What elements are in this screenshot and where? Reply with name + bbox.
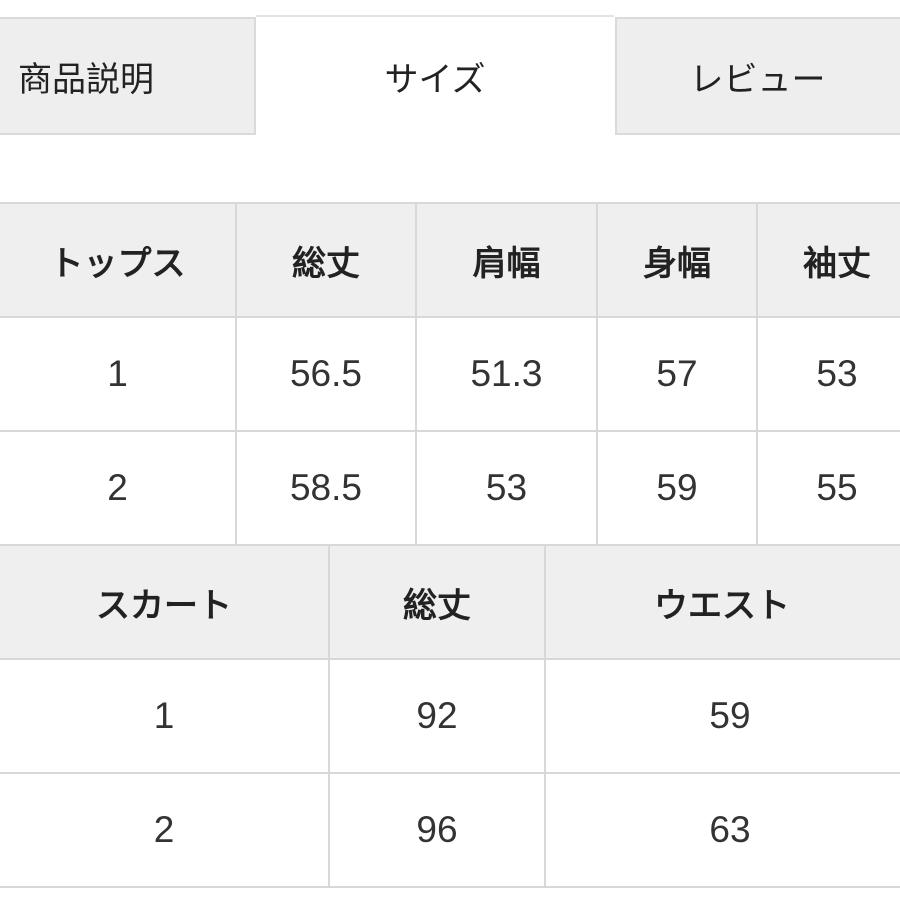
- table-cell: 55: [758, 432, 900, 546]
- tab-size[interactable]: サイズ: [256, 15, 614, 135]
- tab-review[interactable]: レビュー: [615, 17, 900, 135]
- table-cell: 59: [546, 660, 900, 774]
- table-cell: 56.5: [237, 318, 417, 432]
- header-cell: 総丈: [330, 546, 546, 660]
- table-cell: 2: [0, 774, 330, 888]
- header-cell: ウエスト: [546, 546, 900, 660]
- header-cell: スカート: [0, 546, 330, 660]
- table-cell: 58.5: [237, 432, 417, 546]
- header-cell: トップス: [0, 204, 237, 318]
- table-cell: 96: [330, 774, 546, 888]
- header-cell: 総丈: [237, 204, 417, 318]
- tops-size-table: トップス 総丈 肩幅 身幅 袖丈 1 56.5 51.3 57 53 2 58.…: [0, 202, 900, 546]
- table-cell: 1: [0, 318, 237, 432]
- table-cell: 92: [330, 660, 546, 774]
- skirt-size-table: スカート 総丈 ウエスト 1 92 59 2 96 63: [0, 544, 900, 888]
- table-cell: 53: [758, 318, 900, 432]
- tab-label: サイズ: [384, 59, 486, 100]
- table-cell: 63: [546, 774, 900, 888]
- tab-label: 商品説明: [18, 59, 154, 100]
- tab-description[interactable]: 商品説明: [0, 17, 256, 135]
- tab-label: レビュー: [689, 59, 826, 100]
- header-cell: 袖丈: [758, 204, 900, 318]
- table-cell: 53: [417, 432, 598, 546]
- table-cell: 59: [598, 432, 758, 546]
- table-cell: 2: [0, 432, 237, 546]
- table-cell: 51.3: [417, 318, 598, 432]
- header-label: ウエスト: [654, 585, 790, 626]
- header-cell: 肩幅: [417, 204, 598, 318]
- table-cell: 1: [0, 660, 330, 774]
- table-cell: 57: [598, 318, 758, 432]
- header-cell: 身幅: [598, 204, 758, 318]
